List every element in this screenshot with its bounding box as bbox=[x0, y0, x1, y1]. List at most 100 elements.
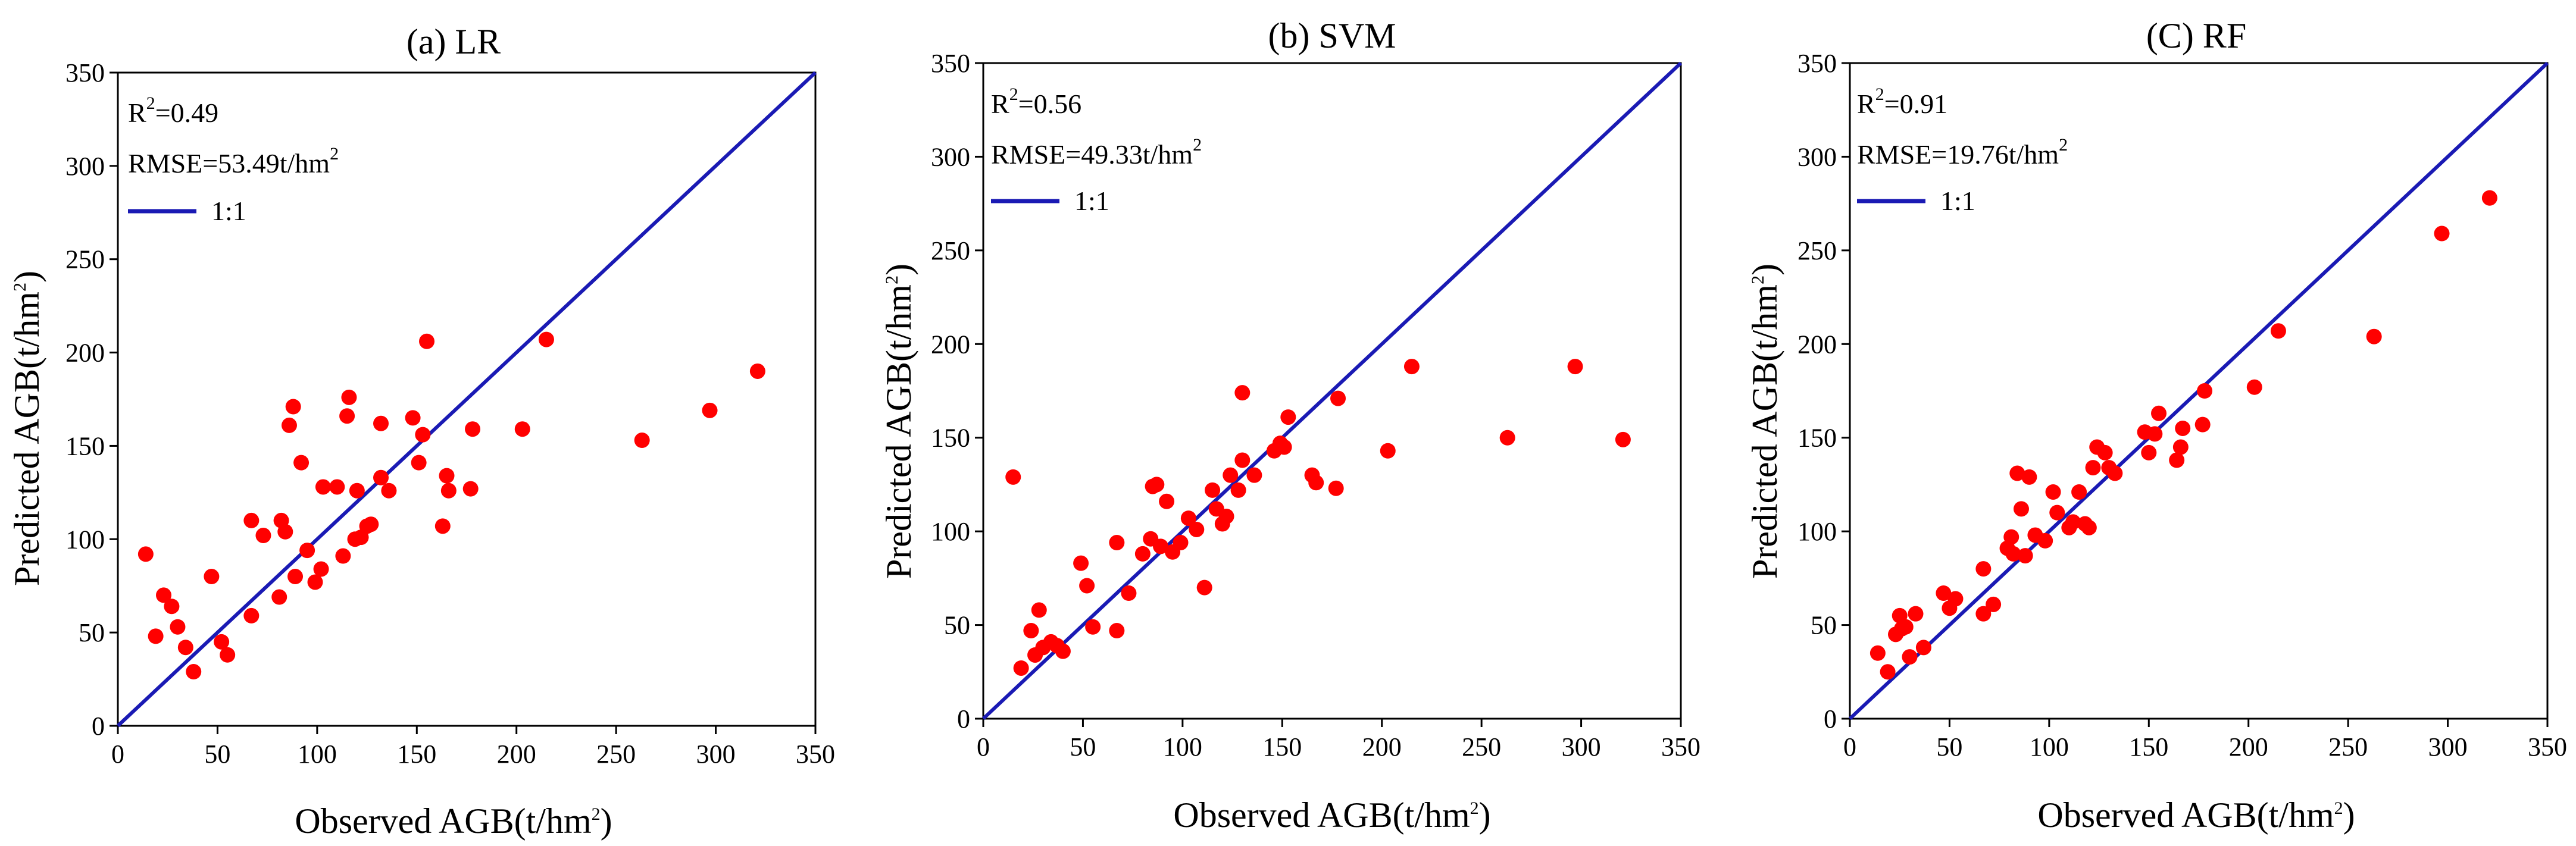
y-tick-label: 250 bbox=[65, 245, 105, 274]
data-point bbox=[170, 619, 186, 635]
data-point bbox=[177, 640, 193, 656]
data-point bbox=[1499, 430, 1515, 446]
data-point bbox=[1180, 510, 1196, 527]
one-to-one-line bbox=[981, 61, 1683, 720]
data-point bbox=[1403, 359, 1420, 375]
y-tick-label: 200 bbox=[65, 339, 105, 368]
x-axis-title-text: Observed AGB(t/hm2) bbox=[1173, 795, 1490, 835]
plot-frame bbox=[1849, 62, 2549, 720]
data-point bbox=[1897, 619, 1914, 635]
y-axis-title: Predicted AGB(t/hm2) bbox=[879, 264, 918, 579]
data-point bbox=[1246, 467, 1262, 483]
y-tick-label: 200 bbox=[1797, 330, 1837, 359]
x-tick-label: 250 bbox=[2328, 732, 2368, 762]
data-point bbox=[1121, 585, 1137, 601]
y-tick-label: 0 bbox=[92, 712, 105, 741]
data-point bbox=[315, 479, 331, 495]
y-tick-label: 100 bbox=[931, 517, 970, 546]
x-tick-label: 200 bbox=[497, 740, 536, 769]
data-point bbox=[439, 468, 455, 484]
data-point bbox=[349, 482, 365, 499]
plot-frame bbox=[117, 71, 817, 727]
data-point bbox=[255, 528, 271, 544]
y-tick-label: 350 bbox=[65, 58, 105, 87]
data-point bbox=[186, 664, 202, 680]
y-tick-label: 250 bbox=[931, 236, 970, 265]
x-tick-label: 0 bbox=[977, 732, 990, 762]
data-point bbox=[293, 455, 310, 471]
data-point bbox=[1380, 443, 1396, 459]
data-point bbox=[243, 512, 260, 528]
panel-lr: (a) LR Observed AGB(t/hm2) Predicted AGB… bbox=[7, 22, 612, 841]
y-axis-title: Predicted AGB(t/hm2) bbox=[1745, 264, 1784, 579]
x-tick-label: 200 bbox=[2229, 732, 2268, 762]
y-axis-title-text: Predicted AGB(t/hm2) bbox=[879, 264, 918, 579]
data-point bbox=[1280, 409, 1296, 425]
y-axis-title-text: Predicted AGB(t/hm2) bbox=[7, 271, 46, 586]
panel-svm: (b) SVM Observed AGB(t/hm2) Predicted AG… bbox=[879, 16, 1491, 835]
data-point bbox=[148, 628, 164, 644]
data-point bbox=[1330, 390, 1346, 406]
data-point bbox=[2071, 484, 2087, 500]
data-point bbox=[339, 408, 355, 424]
data-point bbox=[1567, 359, 1583, 375]
x-tick-label: 100 bbox=[2030, 732, 2069, 762]
data-point bbox=[1615, 431, 1631, 447]
data-point bbox=[702, 402, 718, 418]
y-tick-label: 200 bbox=[931, 330, 970, 359]
data-point bbox=[204, 569, 220, 585]
data-point bbox=[465, 421, 481, 437]
rmse-label: RMSE=53.49t/hm2 bbox=[128, 144, 339, 178]
data-point bbox=[220, 647, 236, 663]
data-point bbox=[1013, 660, 1029, 676]
data-point bbox=[2172, 439, 2189, 455]
x-tick-label: 50 bbox=[1936, 732, 1962, 762]
y-tick-label: 150 bbox=[931, 424, 970, 453]
data-point bbox=[2194, 416, 2211, 433]
panel-title: (a) LR bbox=[407, 22, 501, 61]
data-point bbox=[2085, 460, 2101, 476]
y-tick-label: 100 bbox=[65, 525, 105, 554]
data-point bbox=[373, 469, 389, 485]
data-point bbox=[1005, 469, 1021, 485]
data-point bbox=[1975, 606, 1992, 622]
plot-area: 00 50 50 100 100 150 150 200 200 250 250 300 300 350 3… bbox=[1797, 49, 2567, 762]
data-point bbox=[538, 331, 554, 347]
data-point bbox=[2017, 548, 2033, 564]
data-point bbox=[1109, 623, 1125, 639]
x-tick-label: 100 bbox=[298, 740, 337, 769]
one-to-one-line bbox=[116, 71, 817, 728]
x-tick-label: 350 bbox=[1661, 732, 1700, 762]
x-axis-title: Observed AGB(t/hm2) bbox=[1173, 795, 1490, 835]
x-tick-label: 150 bbox=[2129, 732, 2168, 762]
data-point bbox=[1189, 521, 1205, 537]
data-point bbox=[1173, 535, 1189, 551]
data-point bbox=[405, 410, 421, 426]
data-point bbox=[2175, 420, 2191, 436]
data-point bbox=[2021, 469, 2037, 485]
x-tick-label: 250 bbox=[596, 740, 636, 769]
data-point bbox=[2141, 444, 2157, 460]
data-point bbox=[434, 518, 451, 534]
x-axis-title-text: Observed AGB(t/hm2) bbox=[295, 801, 612, 841]
data-point bbox=[2013, 501, 2029, 517]
data-point bbox=[2366, 328, 2382, 344]
data-point bbox=[440, 482, 457, 499]
data-point bbox=[419, 333, 435, 349]
x-tick-label: 300 bbox=[1562, 732, 1601, 762]
y-tick-label: 50 bbox=[944, 611, 970, 640]
data-point bbox=[156, 587, 172, 603]
data-point bbox=[2434, 225, 2450, 242]
plot-area: 00 50 50 100 100 150 150 200 200 250 250 300 300 350 3… bbox=[931, 49, 1700, 762]
data-point bbox=[285, 399, 301, 415]
data-point bbox=[164, 599, 180, 615]
data-point bbox=[1205, 482, 1221, 498]
data-point bbox=[1902, 649, 1918, 665]
x-axis-title-text: Observed AGB(t/hm2) bbox=[2037, 795, 2355, 835]
x-tick-label: 150 bbox=[1262, 732, 1302, 762]
data-point bbox=[2045, 484, 2061, 500]
plot-layer: 0050501001001501502002002502503003003503… bbox=[65, 49, 2567, 769]
y-tick-label: 150 bbox=[1797, 424, 1837, 453]
y-tick-label: 150 bbox=[65, 431, 105, 460]
data-point bbox=[2049, 505, 2065, 521]
